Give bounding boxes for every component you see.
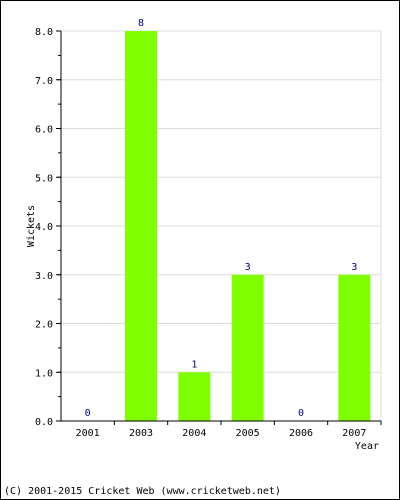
data-labels: 0 8 1 3 0 3 [85, 18, 358, 419]
x-ticks: 2001 2003 2004 2005 2006 2007 [76, 421, 382, 439]
bars [125, 31, 371, 421]
x-axis-title: Year [355, 441, 379, 452]
bar [231, 274, 264, 421]
bar [178, 372, 211, 421]
y-tick-label: 7.0 [35, 76, 53, 87]
data-label: 3 [351, 262, 357, 273]
data-label: 8 [138, 18, 144, 29]
y-tick-label: 2.0 [35, 320, 53, 331]
x-tick-label: 2003 [129, 428, 153, 439]
x-tick-label: 2007 [342, 428, 366, 439]
y-ticks: 0.0 1.0 2.0 3.0 4.0 5.0 6.0 7.0 8.0 [35, 27, 61, 428]
y-tick-label: 5.0 [35, 173, 53, 184]
y-tick-label: 1.0 [35, 368, 53, 379]
x-tick-label: 2004 [182, 428, 206, 439]
x-tick-label: 2001 [76, 428, 100, 439]
y-axis-title: Wickets [26, 205, 37, 247]
data-label: 3 [245, 262, 251, 273]
x-tick-label: 2005 [236, 428, 260, 439]
data-label: 0 [298, 408, 304, 419]
grid-lines [61, 30, 382, 421]
y-tick-label: 8.0 [35, 27, 53, 38]
y-tick-label: 4.0 [35, 222, 53, 233]
data-label: 0 [85, 408, 91, 419]
bar [338, 274, 371, 421]
footer-copyright: (C) 2001-2015 Cricket Web (www.cricketwe… [4, 486, 281, 497]
data-label: 1 [191, 359, 197, 370]
y-tick-label: 6.0 [35, 125, 53, 136]
bar [125, 31, 157, 421]
y-tick-label: 0.0 [35, 417, 53, 428]
x-tick-label: 2006 [289, 428, 313, 439]
y-tick-label: 3.0 [35, 271, 53, 282]
